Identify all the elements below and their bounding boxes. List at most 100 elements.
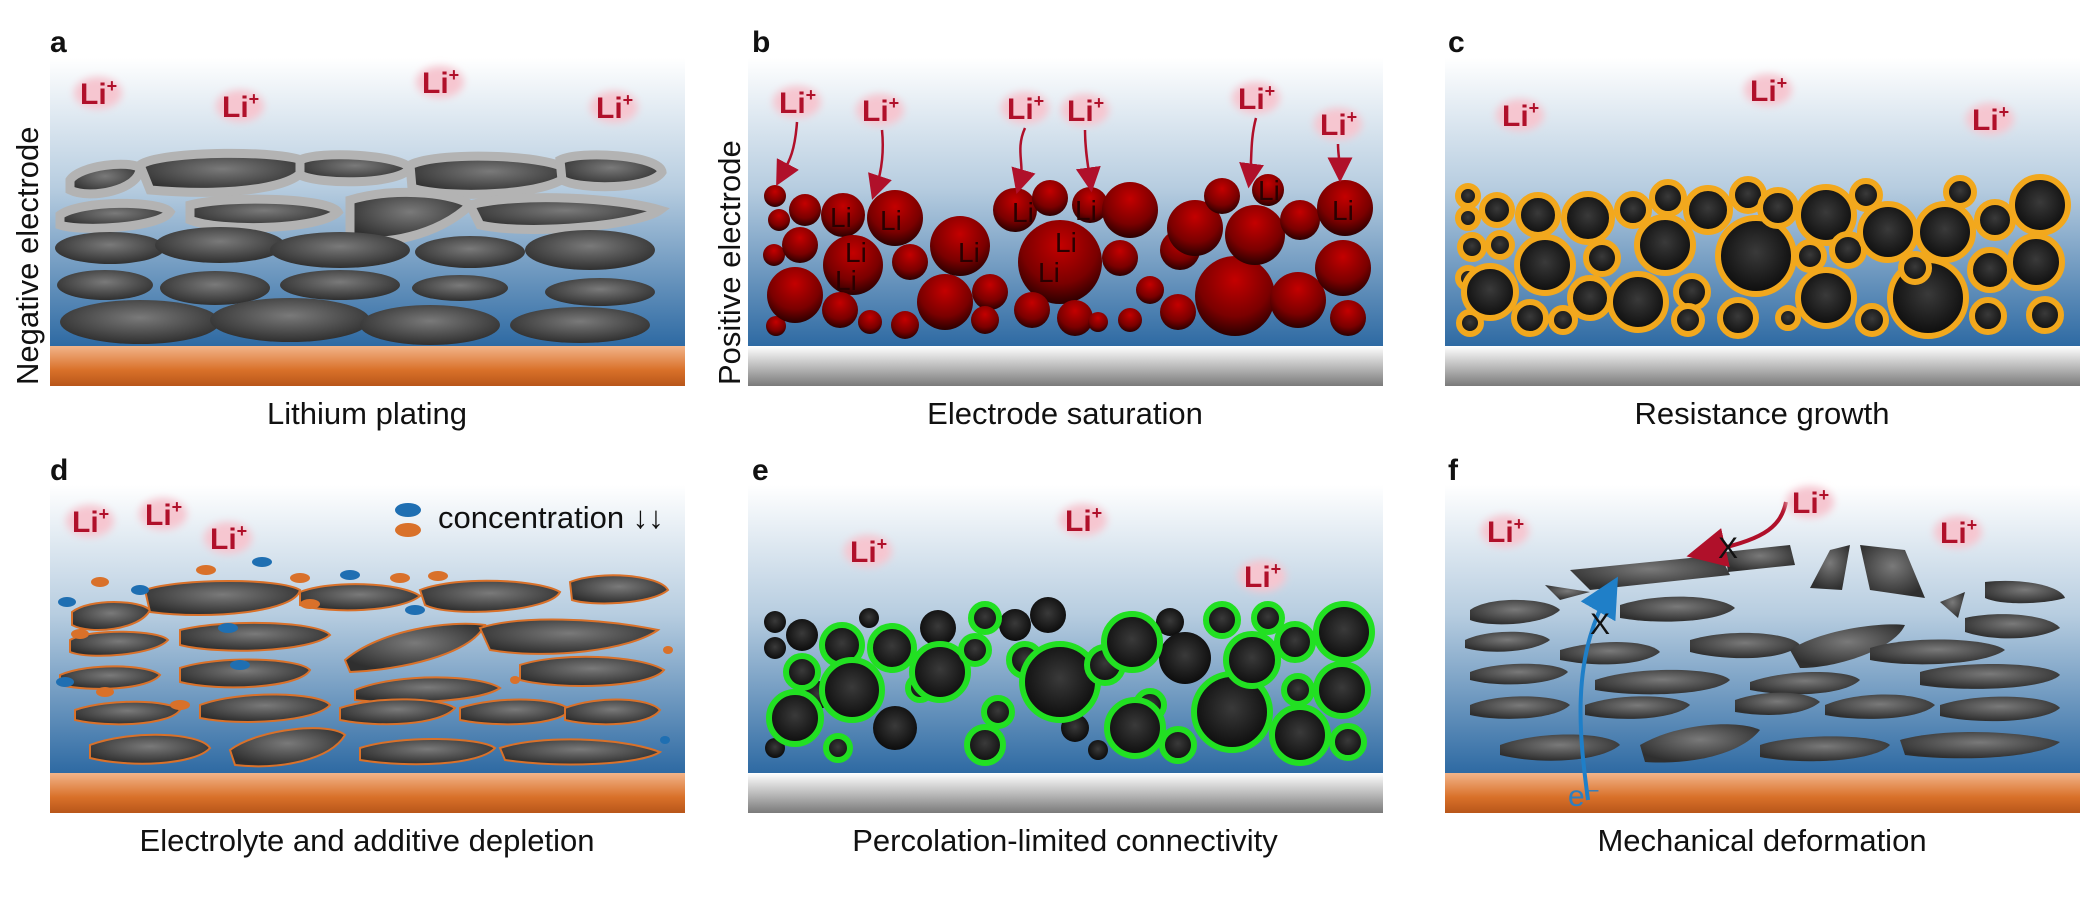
li-ion: Li+ [1786, 485, 1834, 520]
svg-text:Li+: Li+ [145, 497, 182, 532]
copper-current-collector [50, 773, 685, 813]
panel-d: d [50, 454, 685, 858]
svg-text:Li+: Li+ [1067, 93, 1104, 128]
svg-text:Li+: Li+ [1940, 515, 1977, 550]
sei-coated-particles [1455, 174, 2071, 339]
y-label-positive-electrode: Positive electrode [712, 140, 747, 385]
li-ion: Li+ [856, 93, 904, 128]
li-ion: Li+ [66, 504, 114, 539]
isolated-particles [764, 597, 1211, 760]
li-ion: Li+ [844, 534, 892, 569]
svg-text:Li+: Li+ [779, 85, 816, 120]
panel-letter-e: e [752, 454, 769, 487]
caption-a: Lithium plating [267, 396, 467, 431]
svg-text:Li+: Li+ [596, 90, 633, 125]
li-atom: Li [1332, 195, 1354, 226]
li-ion: Li+ [1059, 503, 1107, 538]
svg-text:Li+: Li+ [210, 521, 247, 556]
caption-b: Electrode saturation [927, 396, 1203, 431]
panel-c: c Li+ Li+ Li+ Resistance growth [1445, 26, 2080, 431]
li-blocked-path: X [1686, 501, 1788, 568]
aluminum-current-collector [1445, 346, 2080, 386]
svg-text:Li+: Li+ [1972, 102, 2009, 137]
li-ion: Li+ [773, 85, 821, 120]
li-atom: Li [958, 237, 980, 268]
caption-d: Electrolyte and additive depletion [140, 823, 595, 858]
legend: concentration ↓↓ [395, 500, 664, 537]
panel-letter-b: b [752, 26, 770, 59]
electrolyte-species [56, 557, 673, 744]
li-atom: Li [880, 205, 902, 236]
li-atom: Li [1038, 257, 1060, 288]
li-ion: Li+ [1232, 81, 1280, 116]
panel-f: f [1445, 454, 2080, 858]
li-ion: Li+ [139, 497, 187, 532]
svg-text:Li+: Li+ [1792, 485, 1829, 520]
li-atom: Li [1075, 195, 1097, 226]
li-ion-group: Li+ Li+ Li+ Li+ Li+ Li+ [773, 81, 1362, 142]
li-atom: Li [1258, 175, 1280, 206]
li-ion: Li+ [204, 521, 252, 556]
panel-b: b Positive electrode Li Li Li Li Li Li L… [712, 26, 1383, 431]
panel-a: a Negative electrode [10, 26, 685, 431]
li-ion-group: Li+ Li+ Li+ [1496, 73, 2014, 137]
svg-text:Li+: Li+ [80, 76, 117, 111]
li-ion-group: Li+ Li+ Li+ [66, 497, 252, 556]
svg-text:Li+: Li+ [1238, 81, 1275, 116]
copper-current-collector [1445, 773, 2080, 813]
li-ion: Li+ [74, 76, 122, 111]
li-path-arrow [1686, 501, 1788, 568]
panel-letter-c: c [1448, 26, 1465, 59]
copper-current-collector [50, 346, 685, 386]
svg-text:Li+: Li+ [1320, 107, 1357, 142]
li-ion: Li+ [1481, 514, 1529, 549]
svg-text:Li+: Li+ [1487, 514, 1524, 549]
li-ion: Li+ [1238, 559, 1286, 594]
svg-text:Li+: Li+ [1750, 73, 1787, 108]
electron-path: e⁻ X [1568, 576, 1618, 813]
graphite-particles [59, 574, 670, 768]
panel-letter-d: d [50, 454, 68, 487]
panel-e: e Li+ Li+ Li+ Percolation-limited connec… [748, 454, 1383, 858]
legend-swatch-blue [395, 503, 421, 517]
panel-letter-a: a [50, 26, 67, 59]
legend-swatch-orange [395, 523, 421, 537]
svg-text:Li+: Li+ [222, 89, 259, 124]
li-atom: Li [845, 237, 867, 268]
li-ion-group: Li+ Li+ Li+ [1481, 485, 1982, 550]
svg-text:Li+: Li+ [422, 65, 459, 100]
svg-text:Li+: Li+ [1007, 91, 1044, 126]
li-atom: Li [830, 202, 852, 233]
li-atom: Li [1055, 227, 1077, 258]
aluminum-current-collector [748, 773, 1383, 813]
aluminum-current-collector [748, 346, 1383, 386]
li-ion: Li+ [1314, 107, 1362, 142]
li-ion: Li+ [1934, 515, 1982, 550]
connected-particles [766, 601, 1375, 766]
blocked-mark-electron: X [1590, 608, 1610, 641]
li-insertion-arrows [776, 117, 1353, 200]
graphite-particles [55, 227, 655, 345]
svg-text:Li+: Li+ [72, 504, 109, 539]
plating-layer [55, 148, 670, 246]
svg-text:Li+: Li+ [1065, 503, 1102, 538]
electron-label: e⁻ [1568, 780, 1601, 813]
legend-text: concentration ↓↓ [438, 500, 664, 535]
blocked-mark-li: X [1718, 532, 1738, 565]
y-label-negative-electrode: Negative electrode [10, 127, 45, 386]
panel-letter-f: f [1448, 454, 1459, 487]
li-ion-group: Li+ Li+ Li+ Li+ [74, 65, 638, 125]
svg-text:Li+: Li+ [1502, 98, 1539, 133]
li-ion: Li+ [590, 90, 638, 125]
li-ion: Li+ [416, 65, 464, 100]
li-atom: Li [1012, 197, 1034, 228]
li-ion: Li+ [1966, 102, 2014, 137]
li-ion: Li+ [1061, 93, 1109, 128]
li-ion: Li+ [216, 89, 264, 124]
li-ion-group: Li+ Li+ Li+ [844, 503, 1286, 594]
electron-path-arrow [1578, 576, 1618, 801]
caption-e: Percolation-limited connectivity [852, 823, 1278, 858]
caption-c: Resistance growth [1634, 396, 1889, 431]
lithium-atom-labels: Li Li Li Li Li Li Li Li Li Li Li [830, 175, 1354, 296]
